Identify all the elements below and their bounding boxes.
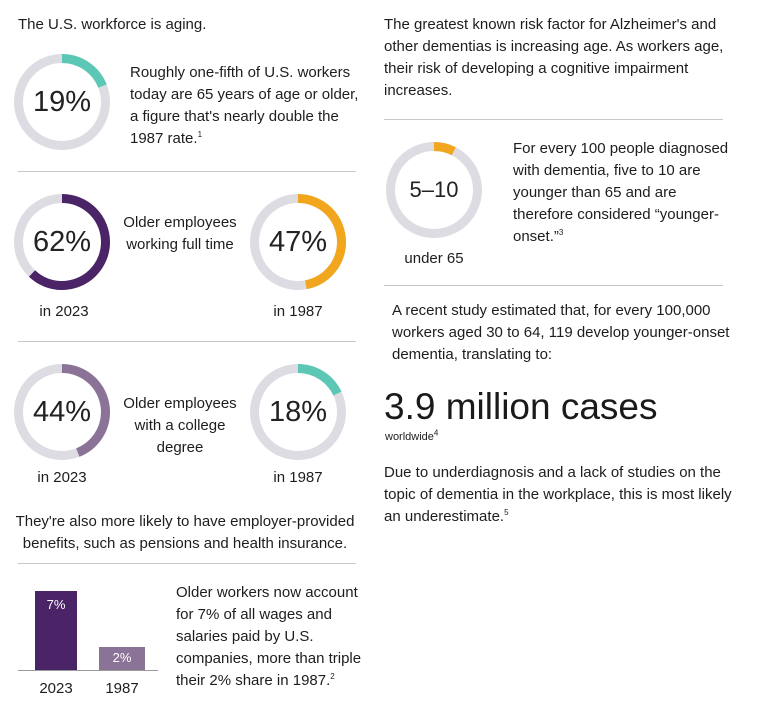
footnote-3: 3 — [558, 228, 564, 237]
ring-19-label: 19% — [32, 85, 92, 118]
ring-younger-onset: 5–10 — [386, 142, 482, 238]
ring-18-label: 18% — [268, 395, 328, 428]
bar-1987: 2% — [99, 647, 145, 670]
divider — [384, 285, 723, 286]
year-2023-label: in 2023 — [39, 303, 89, 320]
bar-year-2023: 2023 — [39, 680, 73, 697]
ring-62-label: 62% — [32, 225, 92, 258]
ring-chart — [250, 194, 346, 290]
divider — [384, 119, 723, 120]
risk-intro: The greatest known risk factor for Alzhe… — [384, 16, 724, 99]
footnote-4: 4 — [433, 428, 439, 438]
worldwide-label: worldwide4 — [385, 428, 439, 443]
ring-47-label: 47% — [268, 225, 328, 258]
workforce-heading: The U.S. workforce is aging. — [18, 16, 207, 33]
onset-text: For every 100 people diagnosed with deme… — [513, 140, 729, 245]
bar-1987-label: 2% — [112, 650, 132, 665]
divider — [18, 563, 356, 564]
bar-baseline — [18, 670, 158, 671]
bar-year-1987: 1987 — [105, 680, 139, 697]
study-text: A recent study estimated that, for every… — [392, 302, 730, 363]
ring-44-percent: 44% — [14, 364, 110, 460]
ring-47-percent: 47% — [250, 194, 346, 290]
ring-arc — [14, 54, 110, 150]
ring-18-percent: 18% — [250, 364, 346, 460]
ring-62-percent: 62% — [14, 194, 110, 290]
ring-chart — [14, 194, 110, 290]
ring-5-10-label: 5–10 — [409, 177, 459, 202]
ring-chart — [14, 54, 110, 150]
cases-stat: 3.9 million cases — [384, 386, 658, 427]
ring-arc — [14, 364, 110, 460]
ring-arc — [250, 364, 346, 460]
ring-arc — [386, 142, 482, 238]
ring-chart — [250, 364, 346, 460]
fulltime-caption: Older employees working full time — [123, 214, 237, 253]
footnote-2: 2 — [330, 672, 335, 681]
year-1987-label: in 1987 — [273, 469, 323, 486]
ring-44-label: 44% — [32, 395, 92, 428]
degree-caption: Older employees with a college degree — [123, 395, 237, 456]
footnote-1: 1 — [197, 130, 203, 139]
wages-text: Older workers now account for 7% of all … — [176, 584, 362, 689]
bar-2023: 7% — [35, 591, 77, 670]
bar-2023-label: 7% — [46, 597, 66, 612]
footnote-5: 5 — [504, 508, 509, 517]
ring-arc — [14, 194, 110, 290]
year-1987-label: in 1987 — [273, 303, 323, 320]
year-2023-label: in 2023 — [37, 469, 87, 486]
ring-arc — [250, 194, 346, 290]
divider — [18, 171, 356, 172]
divider — [18, 341, 356, 342]
benefits-text: They're also more likely to have employe… — [15, 513, 355, 552]
ring-19-percent: 19% — [14, 54, 110, 150]
under-65-label: under 65 — [404, 250, 464, 267]
ring-chart — [14, 364, 110, 460]
underestimate-text: Due to underdiagnosis and a lack of stud… — [384, 464, 732, 525]
ring-chart — [386, 142, 482, 238]
stat1-text: Roughly one-fifth of U.S. workers today … — [130, 64, 359, 147]
